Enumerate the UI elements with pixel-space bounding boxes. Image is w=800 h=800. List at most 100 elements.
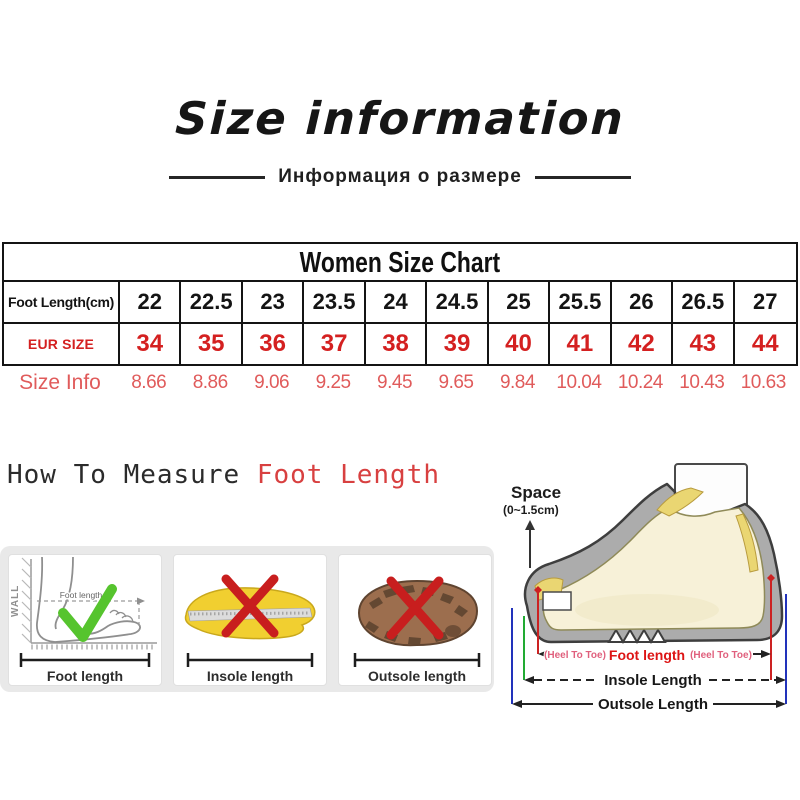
arrow-left — [512, 700, 522, 708]
size-info-label-cell: Size Info — [2, 364, 118, 402]
how-to-measure-heading: How To Measure Foot Length — [7, 460, 440, 490]
eur-size-cell: 43 — [673, 324, 735, 364]
size-info-cell: 9.84 — [487, 364, 548, 402]
size-info-value: 8.66 — [131, 372, 167, 393]
eur-size-value: 39 — [443, 330, 471, 357]
measure-line — [19, 653, 151, 667]
insole-stripe — [187, 607, 313, 622]
foot-length-cell: 22.5 — [181, 282, 243, 324]
space-arrow-head — [525, 520, 535, 530]
cross-icon — [221, 574, 279, 638]
size-info-label: Size Info — [19, 371, 101, 394]
sole-zigzag — [607, 628, 667, 644]
size-info-value: 10.63 — [740, 372, 787, 393]
foot-length-cell: 25 — [488, 282, 551, 324]
size-info-cell: 9.06 — [241, 364, 302, 402]
heading-black-part: How To Measure — [7, 460, 257, 490]
foot-length-value: 22.5 — [189, 289, 233, 314]
inner-foot-length-label: Foot length — [60, 590, 103, 600]
size-info-value: 10.24 — [617, 372, 664, 393]
size-info-cell: 9.45 — [364, 364, 425, 402]
eur-size-cell: 41 — [550, 324, 612, 364]
guide-marker — [534, 586, 542, 594]
outsole-length-card: Outsole length — [338, 554, 492, 686]
size-info-cell: 10.43 — [671, 364, 732, 402]
eur-size-value: 40 — [505, 330, 532, 357]
arrow-left — [538, 650, 548, 658]
eur-size-cell: 42 — [612, 324, 674, 364]
foot-length-illustration: WALL Foot length Foot length — [10, 556, 157, 684]
shoe-diagram-svg: Space (0~1.5cm) (Heel To Toe) Foot lengt… — [503, 463, 787, 713]
size-info-value: 9.06 — [254, 372, 290, 393]
size-info-cell: 9.65 — [425, 364, 486, 402]
foot-length-value: 25 — [506, 289, 531, 314]
eur-size-cell: 34 — [120, 324, 182, 364]
space-range-label: (0~1.5cm) — [503, 503, 559, 517]
eur-size-cell: 40 — [489, 324, 551, 364]
eur-size-value: 35 — [197, 330, 225, 357]
wall-label: WALL — [10, 585, 21, 617]
eur-size-cell: 35 — [181, 324, 243, 364]
eur-size-value: 44 — [751, 330, 779, 357]
foot-length-value: 22 — [137, 289, 162, 314]
foot-length-cell: 26.5 — [673, 282, 735, 324]
arrow-left — [524, 676, 534, 684]
foot-length-value: 25.5 — [558, 289, 602, 314]
eur-size-cell: 38 — [366, 324, 428, 364]
eur-size-label-cell: EUR SIZE — [4, 324, 120, 364]
eur-size-label: EUR SIZE — [27, 336, 95, 352]
eur-size-cell: 36 — [243, 324, 305, 364]
foot-length-cell: 26 — [611, 282, 674, 324]
left-rule — [169, 175, 266, 179]
arrow-right — [761, 650, 771, 658]
size-info-cell: 10.63 — [733, 364, 794, 402]
measure-line — [186, 653, 314, 667]
size-info-value: 8.86 — [192, 372, 228, 393]
heading-red-part: Foot Length — [256, 460, 440, 490]
shoe-measure-diagram: Space (0~1.5cm) (Heel To Toe) Foot lengt… — [497, 458, 800, 722]
eur-size-value: 38 — [382, 330, 409, 357]
eur-size-value: 37 — [320, 330, 348, 357]
foot-length-cell: 22 — [120, 282, 182, 324]
foot-length-cell: 23 — [242, 282, 305, 324]
subtitle-text: Информация о размере — [278, 166, 522, 187]
foot-shading — [575, 594, 719, 626]
arrow-right — [776, 676, 786, 684]
foot-length-value: 23 — [260, 289, 285, 314]
size-info-value: 10.43 — [679, 372, 725, 393]
wall-hatch — [21, 557, 32, 644]
size-info-cell: 9.25 — [302, 364, 363, 402]
cross-icon — [386, 576, 444, 640]
size-info-value: 9.65 — [438, 372, 474, 393]
foot-length-label: Foot Length(cm) — [8, 294, 114, 310]
women-size-chart-table: Women Size Chart Foot Length(cm) 22 22.5… — [2, 242, 798, 366]
eur-size-cell: 39 — [427, 324, 489, 364]
foot-length-cell: 24 — [365, 282, 428, 324]
size-info-value: 9.25 — [315, 372, 351, 393]
foot-length-cell: 24.5 — [427, 282, 489, 324]
size-info-cell: 8.66 — [118, 364, 179, 402]
check-icon — [58, 584, 117, 642]
right-rule — [534, 175, 631, 179]
size-info-row: Size Info 8.66 8.86 9.06 9.25 9.45 9.65 … — [2, 364, 794, 402]
page-title: Size information — [174, 92, 626, 145]
size-info-cell: 10.24 — [610, 364, 671, 402]
eur-size-value: 36 — [259, 330, 286, 357]
outsole-illustration: Outsole length — [353, 576, 481, 684]
foot-length-value: 24 — [383, 289, 408, 314]
foot-length-card: WALL Foot length Foot length — [8, 554, 162, 686]
heel-to-toe-right-label: (Heel To Toe) — [690, 650, 752, 661]
outsole-length-label: Outsole Length — [598, 696, 708, 713]
arrow-right — [776, 700, 786, 708]
insole-length-label: Insole Length — [604, 672, 702, 689]
foot-length-value: 24.5 — [435, 289, 479, 314]
foot-length-value: 26 — [629, 289, 654, 314]
foot-length-value: 26.5 — [681, 289, 725, 314]
eur-size-value: 42 — [628, 330, 655, 357]
foot-length-label-cell: Foot Length(cm) — [4, 282, 120, 324]
heel-to-toe-left-label: (Heel To Toe) — [544, 650, 606, 661]
foot-length-cell: 25.5 — [550, 282, 612, 324]
subtitle-row: Информация о размере — [0, 166, 800, 188]
eur-size-value: 41 — [566, 330, 594, 357]
inner-measure-arrow — [137, 597, 145, 605]
